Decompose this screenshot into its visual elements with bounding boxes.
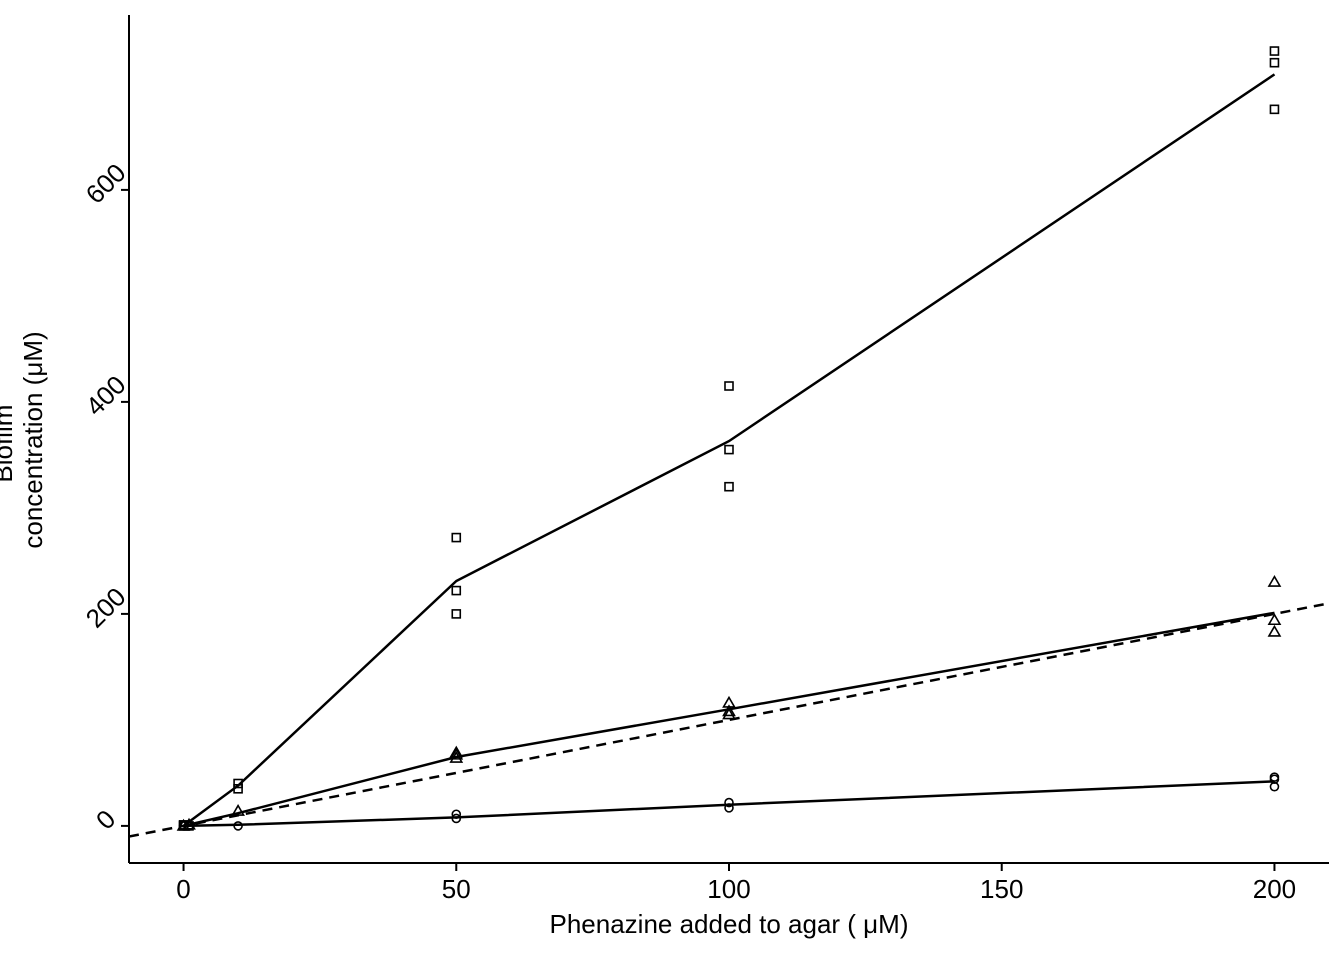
series-2-point-3 <box>231 803 245 816</box>
series-3-point-7 <box>724 797 734 808</box>
x-tick-label-0: 0 <box>176 874 190 904</box>
series-2-point-2 <box>182 817 196 830</box>
series-2-point-9 <box>722 695 736 708</box>
series-3-point-4 <box>451 813 462 824</box>
series-2-point-10 <box>1267 624 1282 637</box>
series-3-point-1 <box>178 821 189 831</box>
series-3-point-6 <box>724 803 734 813</box>
series-1-point-8 <box>451 532 462 543</box>
series-1-point-9 <box>724 481 734 492</box>
series-1-point-12 <box>1269 104 1280 115</box>
series-2-point-6 <box>449 745 464 758</box>
x-tick-label-150: 150 <box>980 874 1023 904</box>
series-1-point-4 <box>233 783 243 794</box>
y-axis-title: Biofilm concentration (μM) <box>0 331 48 548</box>
x-axis-ticks: 0 50 100 150 200 <box>176 863 1296 904</box>
series-1-point-5 <box>233 778 243 789</box>
series-1-line <box>182 73 1276 827</box>
series-2-point-12 <box>1267 575 1282 587</box>
series-3-point-2 <box>184 821 194 831</box>
series-1-point-13 <box>1269 57 1280 68</box>
series-2-point-7 <box>722 707 736 720</box>
y-axis-ticks: 0 200 400 600 <box>80 158 132 836</box>
y-tick-label-200: 200 <box>80 582 132 634</box>
x-tick-label-100: 100 <box>707 874 750 904</box>
series-1-point-14 <box>1269 46 1280 56</box>
x-axis-title: Phenazine added to agar ( μM) <box>550 909 909 939</box>
y-tick-label-400: 400 <box>80 370 132 422</box>
series-2-point-8 <box>722 704 736 717</box>
plot-area <box>129 46 1329 838</box>
x-tick-label-200: 200 <box>1253 874 1296 904</box>
series-1-point-7 <box>451 585 462 596</box>
series-3-line <box>183 780 1275 828</box>
y-axis-title-line-1: Biofilm <box>0 405 18 483</box>
y-tick-label-0: 0 <box>90 804 121 835</box>
series-1-point-11 <box>724 381 734 391</box>
y-tick-label-600: 600 <box>80 158 132 210</box>
series-1-point-6 <box>451 609 462 619</box>
series-2-point-11 <box>1267 613 1282 626</box>
series-2-point-5 <box>449 747 464 760</box>
series-3-point-5 <box>451 809 462 820</box>
series-3-point-3 <box>233 821 243 831</box>
y-axis-title-line-2: concentration (μM) <box>18 331 48 548</box>
series-3-point-10 <box>1269 772 1280 782</box>
x-tick-label-50: 50 <box>442 874 471 904</box>
series-1-point-10 <box>724 444 734 455</box>
